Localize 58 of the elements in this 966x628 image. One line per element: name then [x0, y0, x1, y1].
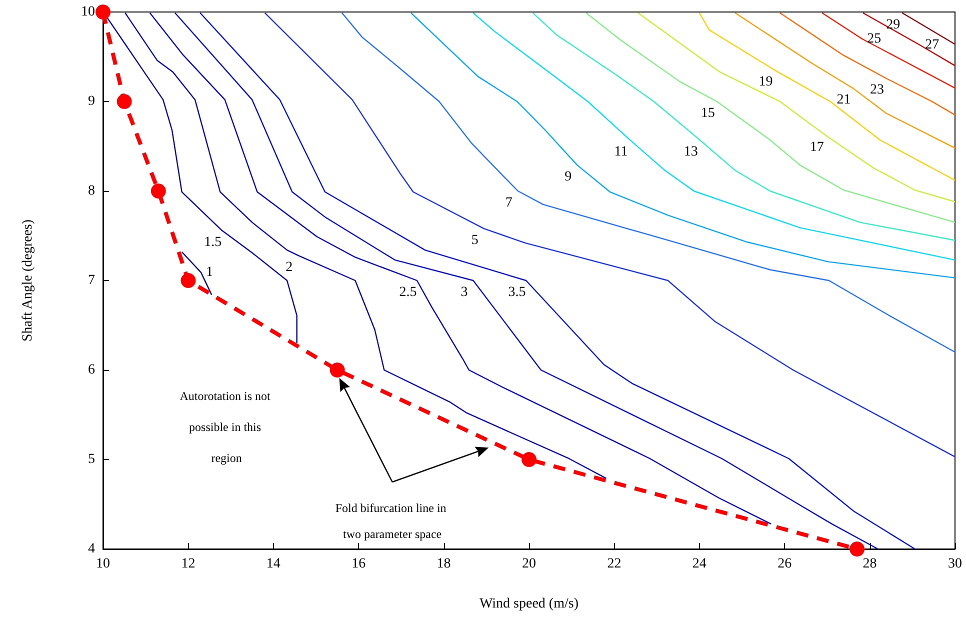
series-label: 9 [564, 170, 572, 185]
series-label: 17 [810, 140, 824, 156]
x-tick-label: 14 [266, 556, 280, 572]
series-label: 7 [505, 196, 512, 210]
series-label: 3.5 [508, 285, 526, 300]
y-tick-label: 7 [88, 273, 95, 288]
series-label: 19 [758, 74, 773, 90]
x-tick-label: 26 [778, 556, 792, 572]
series-label: 15 [700, 106, 715, 121]
line-series [585, 12, 956, 223]
series-label: 29 [886, 17, 900, 32]
series-label: 2 [286, 260, 293, 275]
y-tick-label: 8 [88, 184, 95, 198]
x-tick-label: 16 [352, 556, 366, 572]
line-series [698, 12, 956, 181]
line-series [532, 12, 956, 241]
point [116, 94, 132, 109]
y-axis-title: Shaft Angle (degrees) [20, 219, 36, 342]
series-label: 23 [870, 82, 884, 98]
y-tick-label: 4 [88, 542, 95, 556]
x-tick-label: 24 [692, 556, 706, 572]
x-tick-label: 22 [607, 556, 622, 572]
point [522, 452, 536, 467]
line-series [410, 12, 956, 278]
line-series [734, 12, 956, 149]
series-label: 13 [684, 144, 698, 160]
line-series [124, 12, 607, 479]
point [850, 542, 865, 556]
x-axis-title: Wind speed (m/s) [480, 596, 579, 612]
series-label: 11 [614, 144, 628, 160]
point [150, 184, 166, 198]
x-tick-label: 12 [181, 556, 196, 572]
x-tick-label: 28 [862, 556, 877, 572]
line-series [472, 12, 956, 261]
y-tick-label: 6 [88, 362, 95, 378]
series-label: 5 [471, 233, 478, 248]
series-label: 2.5 [399, 285, 417, 300]
point [330, 362, 345, 378]
series-label: 3 [460, 285, 468, 300]
series-label: 21 [836, 92, 851, 108]
series-label: 1.5 [204, 234, 222, 250]
x-tick-label: 20 [522, 556, 536, 572]
annotation: Fold bifurcation line in two parameter space [335, 501, 450, 541]
x-tick-label: 18 [436, 556, 451, 572]
line-series [341, 12, 956, 353]
y-tick-label: 9 [88, 94, 95, 109]
line-series [149, 12, 772, 525]
line-series [637, 12, 956, 202]
series-label: 25 [867, 31, 882, 46]
y-tick-label: 10 [81, 4, 95, 20]
point [96, 4, 110, 20]
line-series [779, 12, 956, 116]
x-tick-label: 30 [948, 556, 962, 572]
y-tick-label: 5 [88, 452, 95, 467]
series-label: 1 [206, 264, 213, 280]
text: Autorotation is not possible in this region [180, 389, 270, 466]
point [180, 273, 196, 288]
series-label: 27 [925, 38, 940, 53]
